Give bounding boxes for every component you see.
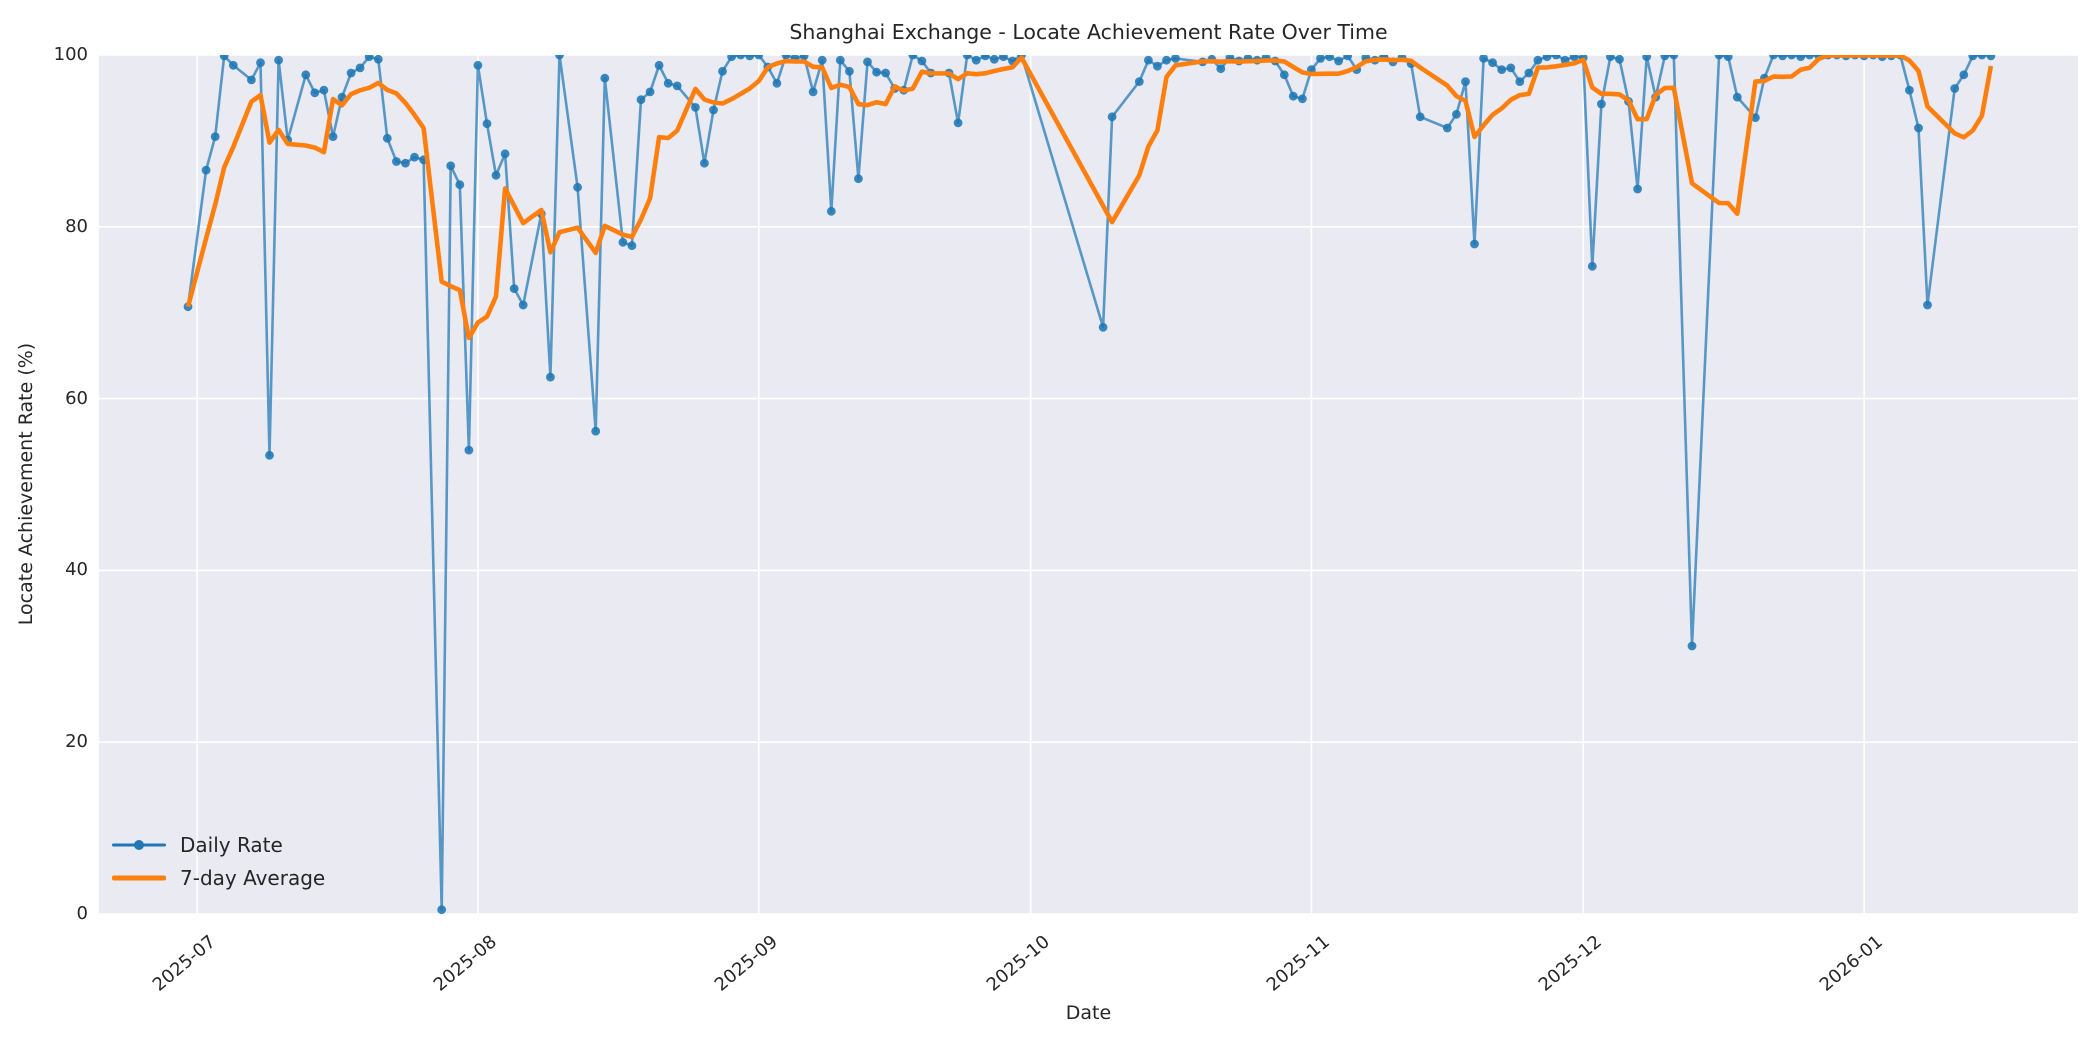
y-tick-label: 60 xyxy=(65,387,88,409)
plot-background xyxy=(99,55,2078,914)
legend-label-daily-rate: Daily Rate xyxy=(180,833,283,857)
y-tick-label: 80 xyxy=(65,215,88,237)
y-tick-label: 20 xyxy=(65,731,88,753)
seven-day-average-line xyxy=(185,55,1994,341)
chart-title: Shanghai Exchange - Locate Achievement R… xyxy=(789,20,1388,44)
legend-item-7day-average: 7-day Average xyxy=(112,866,325,890)
y-tick-label: 40 xyxy=(65,559,88,581)
y-tick-label: 100 xyxy=(53,44,88,65)
x-axis-label: Date xyxy=(1065,1002,1112,1024)
legend-item-daily-rate: Daily Rate xyxy=(112,833,325,857)
legend-label-7day-average: 7-day Average xyxy=(180,866,326,890)
legend: Daily Rate 7-day Average xyxy=(112,833,325,890)
y-tick-label: 0 xyxy=(76,903,88,924)
daily-rate-legend-swatch xyxy=(112,840,166,850)
seven-day-average-legend-swatch xyxy=(112,873,166,883)
y-axis-label: Locate Achievement Rate (%) xyxy=(15,342,37,626)
daily-rate-line xyxy=(183,55,1996,914)
gridlines xyxy=(99,54,2078,915)
